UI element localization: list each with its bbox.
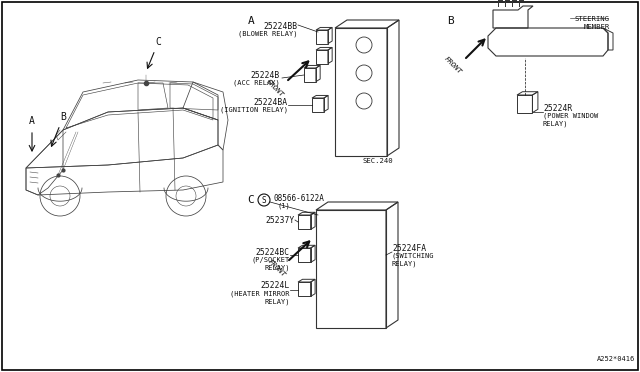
Text: (POWER WINDOW: (POWER WINDOW bbox=[543, 113, 598, 119]
Text: B: B bbox=[447, 16, 454, 26]
Text: RELAY): RELAY) bbox=[392, 261, 417, 267]
Text: 08566-6122A: 08566-6122A bbox=[274, 193, 325, 202]
Text: (HEATER MIRROR: (HEATER MIRROR bbox=[230, 291, 290, 297]
Text: A252*0416: A252*0416 bbox=[596, 356, 635, 362]
Text: 25224L: 25224L bbox=[260, 282, 290, 291]
Text: 25224BC: 25224BC bbox=[256, 247, 290, 257]
Text: (BLOWER RELAY): (BLOWER RELAY) bbox=[239, 30, 298, 36]
Text: STEERING: STEERING bbox=[575, 16, 610, 22]
Text: FRONT: FRONT bbox=[265, 78, 285, 98]
Text: 25224BA: 25224BA bbox=[254, 97, 288, 106]
Text: C: C bbox=[155, 37, 161, 47]
Text: (ACC RELAY): (ACC RELAY) bbox=[233, 80, 280, 86]
Text: (SWITCHING: (SWITCHING bbox=[392, 253, 435, 259]
Text: FRONT: FRONT bbox=[267, 258, 287, 278]
Text: 25224FA: 25224FA bbox=[392, 244, 426, 253]
Text: S: S bbox=[262, 196, 266, 205]
Text: B: B bbox=[60, 112, 66, 122]
Text: RELAY): RELAY) bbox=[264, 299, 290, 305]
Text: 25224R: 25224R bbox=[543, 103, 572, 112]
Text: (1): (1) bbox=[278, 203, 291, 209]
Text: RELAY): RELAY) bbox=[543, 121, 568, 127]
Text: A: A bbox=[248, 16, 255, 26]
Text: 25237Y: 25237Y bbox=[266, 215, 295, 224]
Text: 25224B: 25224B bbox=[251, 71, 280, 80]
Text: (P/SOCKET: (P/SOCKET bbox=[252, 257, 290, 263]
Text: A: A bbox=[29, 116, 35, 126]
Text: SEC.240: SEC.240 bbox=[362, 158, 393, 164]
Text: 25224BB: 25224BB bbox=[264, 22, 298, 31]
Text: RELAY): RELAY) bbox=[264, 265, 290, 271]
Text: (IGNITION RELAY): (IGNITION RELAY) bbox=[220, 107, 288, 113]
Text: FRONT: FRONT bbox=[443, 55, 463, 75]
Text: C: C bbox=[247, 195, 253, 205]
Text: MEMBER: MEMBER bbox=[584, 24, 610, 30]
